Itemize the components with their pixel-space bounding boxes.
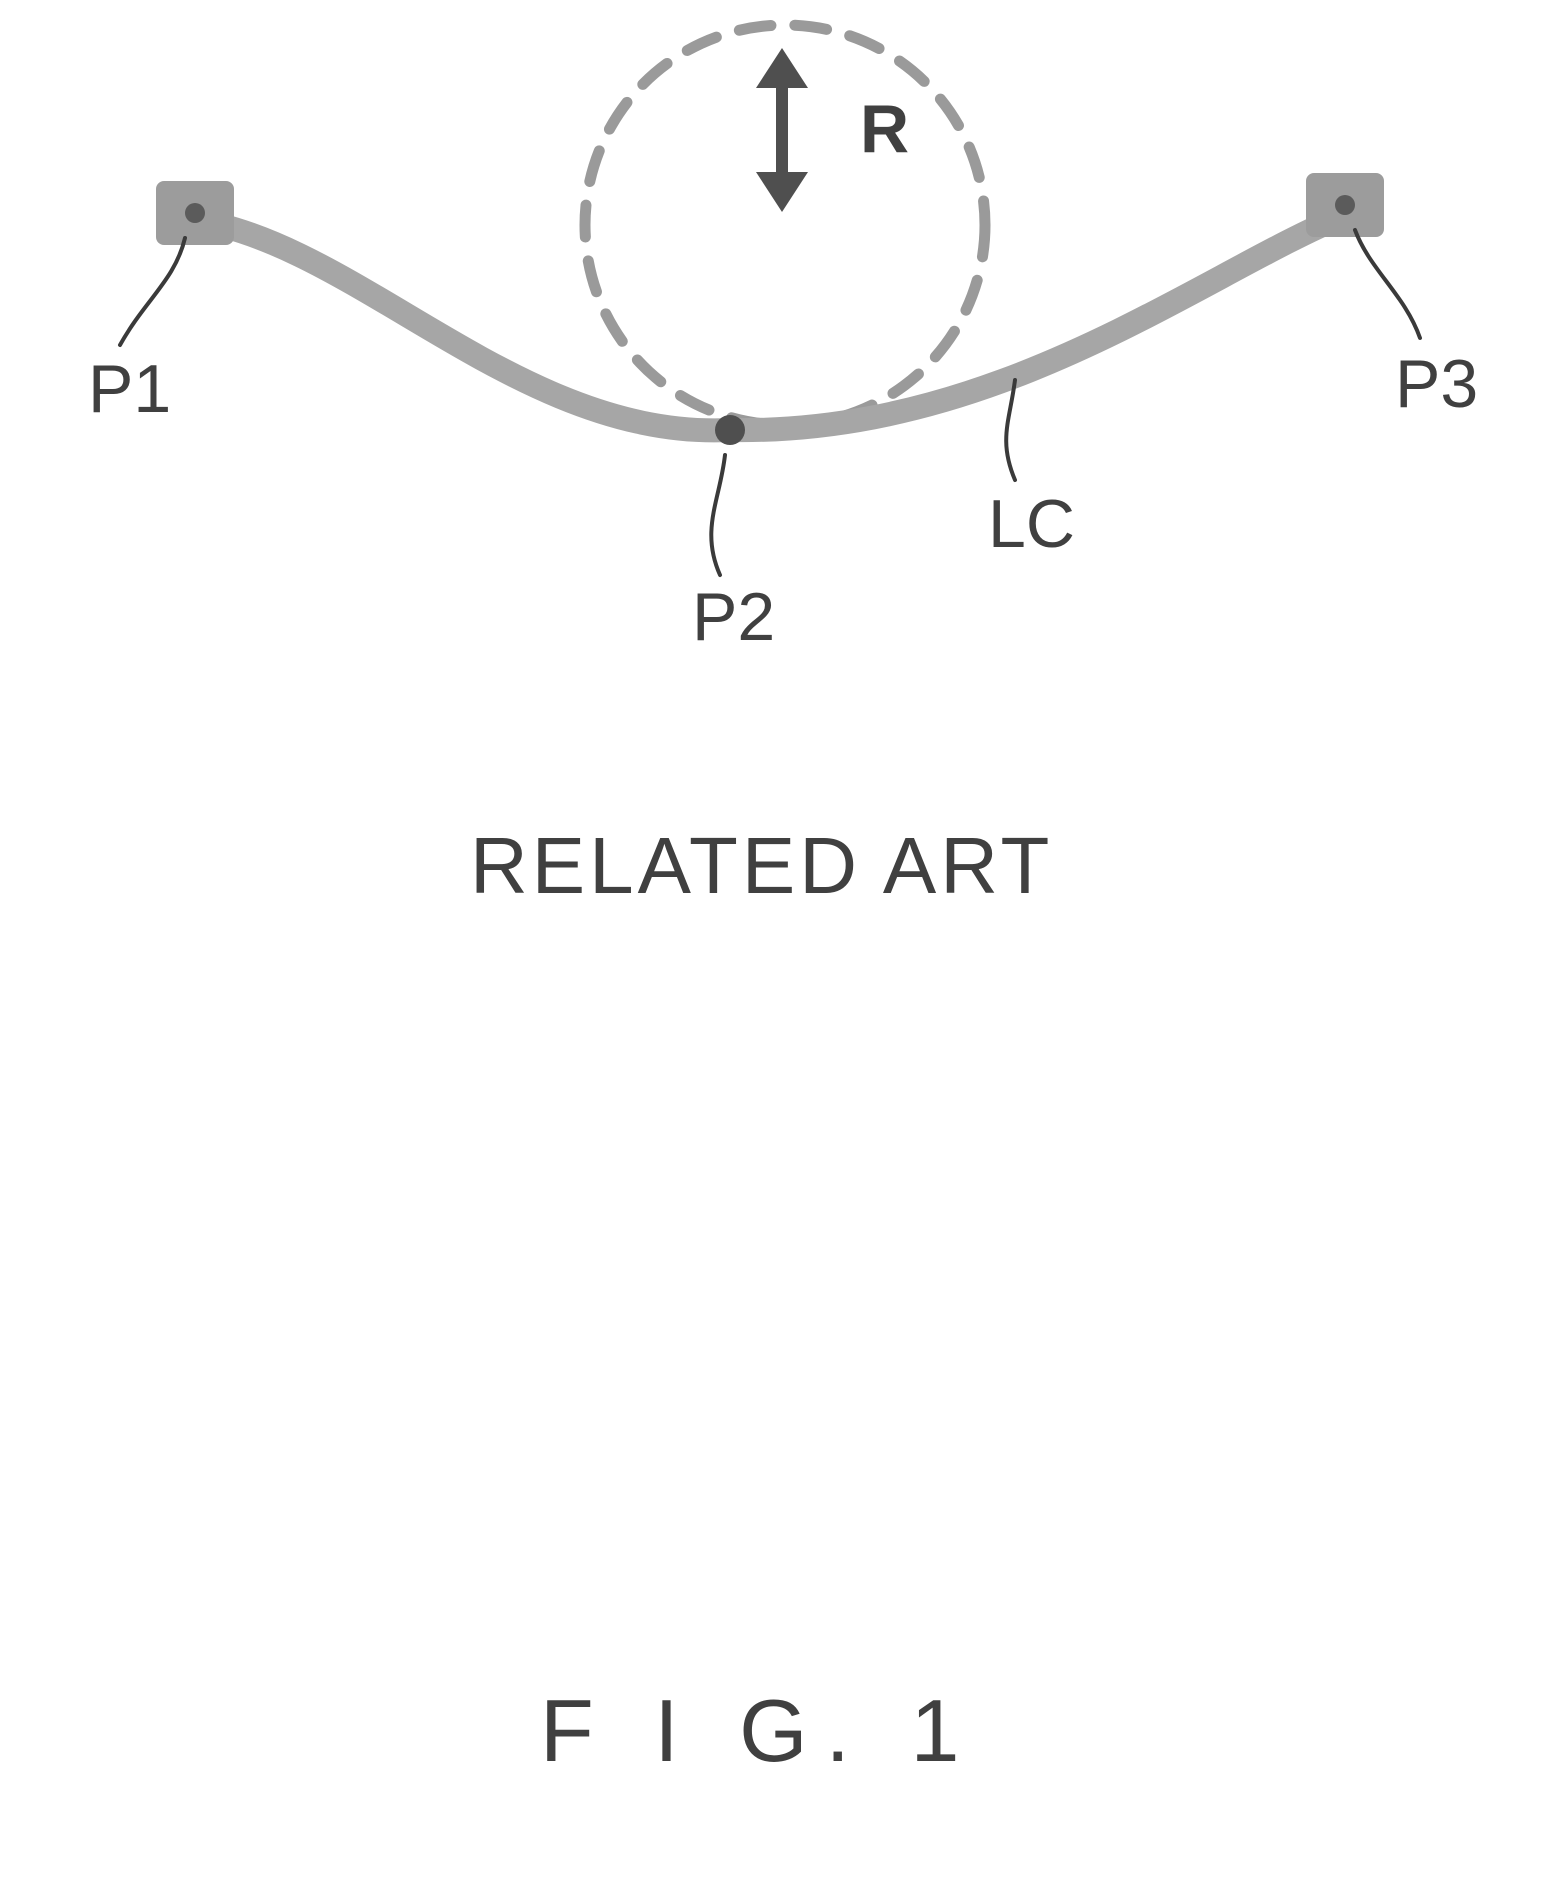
caption-fig-number: F I G. 1 — [540, 1680, 977, 1782]
caption-related-art: RELATED ART — [470, 820, 1053, 912]
figure-svg — [0, 0, 1541, 1902]
label-p3: P3 — [1395, 345, 1478, 423]
label-p2: P2 — [692, 578, 775, 656]
figure-canvas: R P1 P2 P3 LC RELATED ART F I G. 1 — [0, 0, 1541, 1902]
label-lc: LC — [988, 485, 1075, 563]
label-r: R — [860, 90, 909, 168]
label-p1: P1 — [88, 350, 171, 428]
